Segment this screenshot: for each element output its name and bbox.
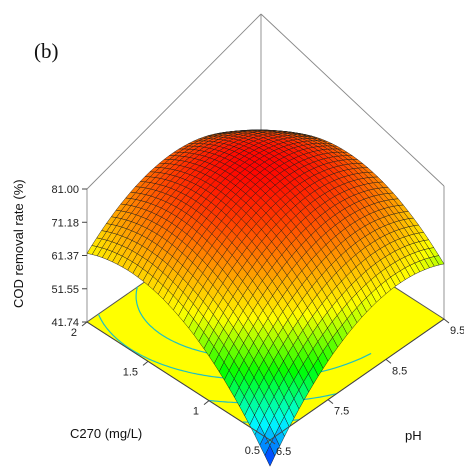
front-right-floor-edge bbox=[269, 318, 445, 441]
chart-box-back bbox=[86, 13, 445, 322]
axis-ticks: 41.74 51.55 61.37 71.18 81.00 0.5 1 1.5 2 6.5 7.5 8… bbox=[51, 184, 464, 458]
x-tick-label: 0.5 bbox=[245, 445, 260, 457]
z-tick-label: 71.18 bbox=[51, 217, 79, 229]
y-axis-label: pH bbox=[405, 428, 422, 443]
panel-label: (b) bbox=[34, 39, 59, 63]
chart-box-front bbox=[86, 318, 445, 441]
x-tick-label: 2 bbox=[71, 327, 77, 339]
z-axis-label: COD removal rate (%) bbox=[11, 179, 26, 308]
z-tick-label: 41.74 bbox=[51, 317, 79, 329]
x-tick-mark bbox=[81, 321, 88, 327]
z-tick-label: 61.37 bbox=[51, 251, 79, 263]
y-tick-label: 6.5 bbox=[276, 446, 291, 458]
x-axis-label: C270 (mg/L) bbox=[70, 426, 142, 441]
y-tick-label: 8.5 bbox=[392, 365, 407, 377]
y-tick-mark bbox=[385, 358, 392, 364]
x-tick-label: 1.5 bbox=[123, 366, 138, 378]
response-surface bbox=[86, 129, 445, 467]
z-tick-label: 51.55 bbox=[51, 284, 79, 296]
z-tick-label: 81.00 bbox=[51, 184, 79, 196]
y-tick-mark bbox=[327, 399, 334, 405]
x-tick-label: 1 bbox=[193, 406, 199, 418]
y-tick-label: 7.5 bbox=[334, 406, 349, 418]
x-tick-mark bbox=[264, 439, 271, 445]
x-tick-mark bbox=[142, 360, 149, 366]
y-tick-mark bbox=[269, 439, 276, 445]
surface-cell bbox=[264, 444, 276, 467]
y-tick-label: 9.5 bbox=[450, 325, 464, 337]
front-left-floor-edge bbox=[86, 321, 271, 441]
x-tick-mark bbox=[203, 400, 210, 406]
right-top-edge bbox=[260, 13, 445, 187]
left-top-edge bbox=[86, 13, 262, 190]
y-tick-mark bbox=[443, 318, 450, 324]
